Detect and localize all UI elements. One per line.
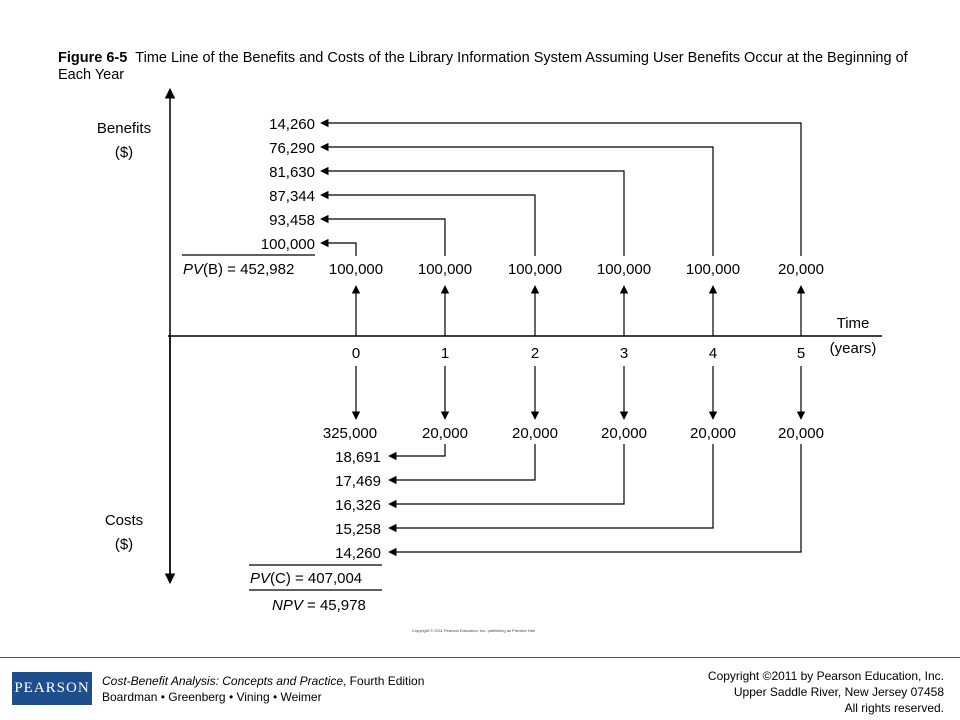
pv-benefit-value: 100,000 [261, 236, 315, 253]
pv-costs-stack: 18,691 17,469 16,326 15,258 14,260 PV(C)… [249, 444, 802, 614]
costs-unit: ($) [115, 536, 133, 553]
footer-divider [0, 657, 960, 658]
cost-value: 20,000 [512, 425, 558, 442]
year-columns: 0 1 2 3 4 5 100,000 100,000 100,000 100,… [323, 261, 824, 442]
figure-copyright: Copyright © 2011 Pearson Education, Inc.… [412, 628, 535, 633]
copyright-line: Upper Saddle River, New Jersey 07458 [733, 685, 944, 699]
npv-total: NPV = 45,978 [272, 597, 366, 614]
benefit-value: 100,000 [686, 261, 740, 278]
pvb-total: PV(B) = 452,982 [183, 261, 294, 278]
benefit-connector [320, 118, 802, 256]
year-tick: 2 [531, 345, 539, 362]
pv-cost-value: 15,258 [335, 521, 381, 538]
copyright-line: Copyright ©2011 by Pearson Education, In… [707, 669, 944, 683]
pv-cost-value: 16,326 [335, 497, 381, 514]
copyright-line: All rights reserved. [844, 701, 944, 715]
benefit-value: 100,000 [418, 261, 472, 278]
cost-connector [388, 444, 802, 557]
figure-caption: Figure 6-5 Time Line of the Benefits and … [58, 50, 918, 84]
benefits-label: Benefits [97, 120, 151, 137]
benefit-value: 100,000 [329, 261, 383, 278]
cost-connector [388, 444, 446, 461]
benefit-value: 100,000 [508, 261, 562, 278]
cost-value: 325,000 [323, 425, 377, 442]
pearson-logo: PEARSON [12, 672, 92, 705]
pv-cost-value: 17,469 [335, 473, 381, 490]
book-title: Cost-Benefit Analysis: Concepts and Prac… [102, 674, 344, 688]
costs-label: Costs [105, 512, 143, 529]
cost-value: 20,000 [690, 425, 736, 442]
year-tick: 1 [441, 345, 449, 362]
benefit-connector [320, 214, 446, 256]
pv-benefit-value: 76,290 [269, 140, 315, 157]
year-tick: 3 [620, 345, 628, 362]
book-title-line: Cost-Benefit Analysis: Concepts and Prac… [102, 673, 424, 689]
benefit-value: 20,000 [778, 261, 824, 278]
benefits-unit: ($) [115, 144, 133, 161]
year-tick: 5 [797, 345, 805, 362]
cost-value: 20,000 [422, 425, 468, 442]
time-unit: (years) [830, 340, 877, 357]
cost-value: 20,000 [778, 425, 824, 442]
year-tick: 4 [709, 345, 717, 362]
pv-benefit-value: 81,630 [269, 164, 315, 181]
book-edition: , Fourth Edition [343, 674, 425, 688]
figure-label: Figure 6-5 [58, 50, 128, 66]
year-tick: 0 [352, 345, 360, 362]
pv-benefit-value: 87,344 [269, 188, 315, 205]
book-authors: Boardman • Greenberg • Vining • Weimer [102, 690, 322, 704]
benefit-connector [320, 166, 625, 256]
time-label: Time [837, 315, 870, 332]
benefit-connector [320, 190, 536, 256]
pvc-total: PV(C) = 407,004 [250, 570, 362, 587]
benefit-value: 100,000 [597, 261, 651, 278]
pv-benefit-value: 14,260 [269, 116, 315, 133]
cost-connector [388, 444, 714, 533]
pv-cost-value: 14,260 [335, 545, 381, 562]
book-citation: Cost-Benefit Analysis: Concepts and Prac… [102, 673, 424, 705]
pv-benefits-stack: 14,260 76,290 81,630 87,344 93,458 100,0… [182, 116, 802, 278]
benefit-connector [320, 238, 357, 256]
cost-connector [388, 444, 625, 509]
pv-cost-value: 18,691 [335, 449, 381, 466]
cost-value: 20,000 [601, 425, 647, 442]
figure-title: Time Line of the Benefits and Costs of t… [58, 50, 908, 83]
benefit-connector [320, 142, 714, 256]
cost-connector [388, 444, 536, 485]
pv-benefit-value: 93,458 [269, 212, 315, 229]
copyright-block: Copyright ©2011 by Pearson Education, In… [708, 668, 944, 716]
timeline-diagram: Benefits ($) Costs ($) Time (years) 0 1 … [97, 87, 882, 614]
